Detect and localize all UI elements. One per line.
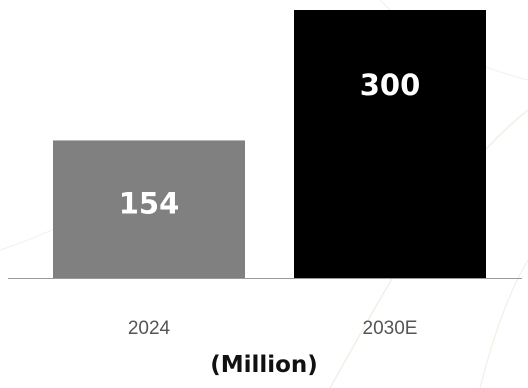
value-label-2024: 154: [119, 186, 180, 220]
unit-label: (Million): [210, 352, 318, 378]
bar-2024: [53, 140, 245, 278]
category-labels-group: 2024 2030E: [128, 318, 418, 339]
category-label-2024: 2024: [128, 318, 171, 339]
bars-group: [53, 10, 486, 278]
category-label-2030e: 2030E: [363, 318, 418, 339]
value-label-2030e: 300: [360, 68, 421, 102]
value-labels-group: 154 300: [119, 68, 421, 220]
bar-2030e: [294, 10, 486, 278]
